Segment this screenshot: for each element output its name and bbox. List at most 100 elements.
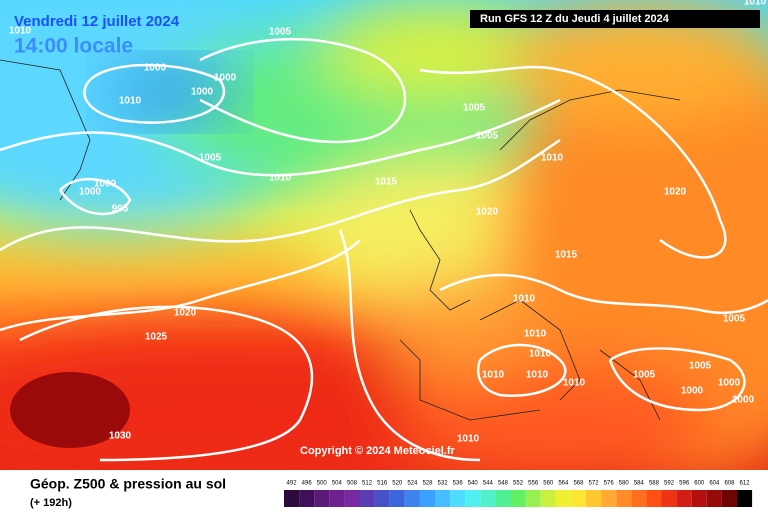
- isobar-label: 1010: [269, 173, 292, 184]
- scale-label: 524: [407, 481, 418, 487]
- isobar-label: 1010: [744, 0, 767, 8]
- scale-swatch: [721, 490, 737, 507]
- scale-swatch: [480, 490, 496, 507]
- isobar-labels: 1010101010051000100010001010100510051005…: [9, 0, 767, 445]
- scale-swatch: [616, 490, 632, 507]
- isobar-label: 1010: [119, 96, 142, 107]
- isobar-label: 1015: [555, 250, 578, 261]
- isobar-label: 1000: [79, 187, 102, 198]
- isobar-label: 1020: [664, 187, 687, 198]
- isobar-label: 1000: [191, 87, 214, 98]
- scale-swatch: [691, 490, 707, 507]
- isobar-label: 1005: [476, 131, 499, 142]
- scale-swatch: [737, 490, 753, 507]
- scale-swatch: [284, 490, 300, 507]
- scale-label: 584: [634, 481, 645, 487]
- scale-label: 492: [287, 481, 298, 487]
- isobar-label: 1005: [463, 103, 486, 114]
- scale-swatch: [344, 490, 360, 507]
- scale-swatch: [299, 490, 315, 507]
- scale-swatch: [540, 490, 556, 507]
- scale-swatch: [404, 490, 420, 507]
- scale-swatch: [646, 490, 662, 507]
- isobar-label: 1005: [269, 27, 292, 38]
- isobar-label: 1000: [732, 395, 755, 406]
- isobar-label: 1010: [457, 434, 480, 445]
- scale-label: 576: [604, 481, 615, 487]
- isobar-label: 1005: [199, 153, 222, 164]
- scale-label: 520: [392, 481, 403, 487]
- isobar-label: 1010: [529, 349, 552, 360]
- run-info: Run GFS 12 Z du Jeudi 4 juillet 2024: [480, 13, 670, 25]
- scale-label: 580: [619, 481, 630, 487]
- isobar-label: 1000: [681, 386, 704, 397]
- coastline: [0, 59, 681, 421]
- scale-label: 608: [724, 481, 735, 487]
- isobar-label: 1020: [476, 207, 499, 218]
- scale-swatch: [661, 490, 677, 507]
- scale-swatch: [450, 490, 466, 507]
- scale-label: 512: [362, 481, 373, 487]
- scale-label: 528: [422, 481, 433, 487]
- isobar-label: 1010: [563, 378, 586, 389]
- scale-swatch: [586, 490, 602, 507]
- scale-label: 552: [513, 481, 524, 487]
- scale-label: 540: [468, 481, 479, 487]
- isobar-label: 995: [112, 204, 129, 215]
- scale-label: 600: [694, 481, 705, 487]
- isobar-label: 1010: [524, 329, 547, 340]
- scale-swatch: [525, 490, 541, 507]
- scale-label: 572: [589, 481, 600, 487]
- scale-label: 508: [347, 481, 358, 487]
- scale-label: 592: [664, 481, 675, 487]
- scale-swatch: [570, 490, 586, 507]
- isobars: [0, 37, 768, 462]
- scale-label: 536: [453, 481, 464, 487]
- isobar-label: 1005: [633, 370, 656, 381]
- scale-swatch: [389, 490, 405, 507]
- isobar-label: 1000: [214, 73, 237, 84]
- forecast-time: 14:00 locale: [14, 35, 133, 58]
- scale-label: 504: [332, 481, 343, 487]
- scale-swatch: [631, 490, 647, 507]
- isobar-label: 1015: [375, 177, 398, 188]
- scale-label: 568: [573, 481, 584, 487]
- isobar-label: 1005: [689, 361, 712, 372]
- scale-swatch: [510, 490, 526, 507]
- isobar-label: 1010: [9, 26, 32, 37]
- isobar-label: 1000: [94, 179, 117, 190]
- color-scale: 492 496 500 504 508 512 516 520 524 528 532 536 540 5…: [284, 481, 753, 507]
- isobar-label: 1005: [723, 314, 746, 325]
- isobar-label: 1010: [526, 370, 549, 381]
- scale-label: 588: [649, 481, 660, 487]
- scale-swatch: [329, 490, 345, 507]
- scale-label: 560: [543, 481, 554, 487]
- scale-swatch: [359, 490, 375, 507]
- scale-label: 556: [528, 481, 539, 487]
- scale-label: 604: [709, 481, 720, 487]
- scale-swatch: [435, 490, 451, 507]
- scale-swatch: [314, 490, 330, 507]
- scale-label: 596: [679, 481, 690, 487]
- scale-swatch: [601, 490, 617, 507]
- scale-swatch: [676, 490, 692, 507]
- forecast-date: Vendredi 12 juillet 2024: [14, 13, 180, 30]
- scale-swatch: [555, 490, 571, 507]
- copyright: Copyright © 2024 Meteociel.fr: [300, 445, 456, 457]
- scale-label: 500: [317, 481, 328, 487]
- scale-swatch: [374, 490, 390, 507]
- scale-label: 564: [558, 481, 569, 487]
- scale-swatch: [706, 490, 722, 507]
- scale-swatch: [495, 490, 511, 507]
- scale-swatch: [465, 490, 481, 507]
- scale-label: 544: [483, 481, 494, 487]
- legend-subtitle: (+ 192h): [30, 497, 72, 509]
- scale-label: 516: [377, 481, 388, 487]
- isobar-label: 1020: [174, 308, 197, 319]
- isobar-label: 1010: [541, 153, 564, 164]
- run-box: [470, 10, 760, 28]
- isobar-label: 1010: [482, 370, 505, 381]
- scale-label: 612: [740, 481, 751, 487]
